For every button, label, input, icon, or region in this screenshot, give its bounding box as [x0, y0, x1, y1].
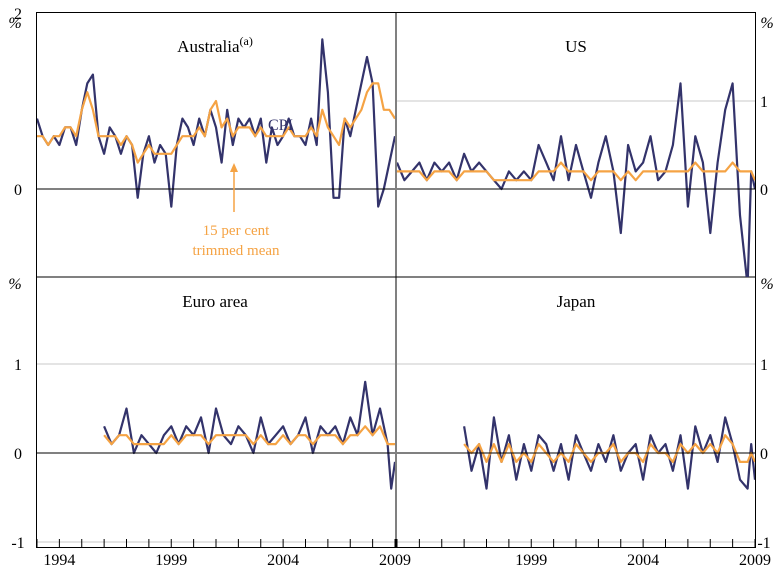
panel-euro-area: Euro area 1 0 -1	[11, 292, 395, 552]
y-unit-label: %	[760, 15, 773, 32]
cpi-line	[397, 82, 755, 277]
trimmed-mean-line	[397, 161, 755, 182]
panel-title: Euro area	[182, 292, 248, 311]
y-unit-label: %	[8, 276, 21, 293]
y-tick-label: 1	[14, 357, 22, 374]
panel-australia: Australia(a) 2 0	[14, 6, 395, 208]
y-tick-label: 1	[760, 357, 768, 374]
x-tick-label: 2004	[627, 552, 659, 569]
y-tick-label: -1	[757, 535, 770, 552]
x-tick-label: 1994	[43, 552, 75, 569]
x-tick-label: 2009	[739, 552, 771, 569]
y-tick-label: 0	[14, 446, 22, 463]
panel-us: US 1 0	[397, 37, 768, 277]
axis-units: %%%%	[8, 15, 773, 293]
panels: Australia(a) 2 0 US 1 0 Euro area 1 0 -1 Japan 1 0 -1	[11, 6, 770, 552]
y-tick-label: 0	[760, 446, 768, 463]
trimmed-mean-line	[103, 425, 395, 446]
trimmed-mean-line	[463, 434, 755, 463]
cpi-line	[463, 416, 755, 490]
y-tick-label: -1	[11, 535, 24, 552]
cpi-line	[37, 38, 395, 208]
x-axis: 1994 1999 2004 2009 1999 2004 2009	[36, 539, 771, 569]
y-tick-label: 1	[760, 94, 768, 111]
x-tick-label: 2004	[267, 552, 299, 569]
trimmed-mean-label-line1: 15 per cent	[203, 223, 270, 239]
panel-title: Japan	[557, 292, 596, 311]
y-tick-label: 0	[760, 182, 768, 199]
trimmed-mean-line	[37, 82, 395, 164]
panel-japan: Japan 1 0 -1	[397, 292, 771, 552]
panel-title: Australia(a)	[177, 34, 253, 56]
y-unit-label: %	[8, 15, 21, 32]
x-tick-label: 2009	[379, 552, 411, 569]
cpi-series-label: CPI	[268, 117, 293, 134]
trimmed-mean-label-line2: trimmed mean	[192, 243, 280, 259]
x-tick-label: 1999	[515, 552, 547, 569]
x-tick-label: 1999	[155, 552, 187, 569]
panel-title: US	[565, 37, 587, 56]
y-tick-label: 0	[14, 182, 22, 199]
y-tick-label: 2	[14, 6, 22, 23]
panel-title-superscript: (a)	[240, 34, 253, 48]
y-unit-label: %	[760, 276, 773, 293]
trimmed-mean-arrow-head	[230, 163, 238, 172]
